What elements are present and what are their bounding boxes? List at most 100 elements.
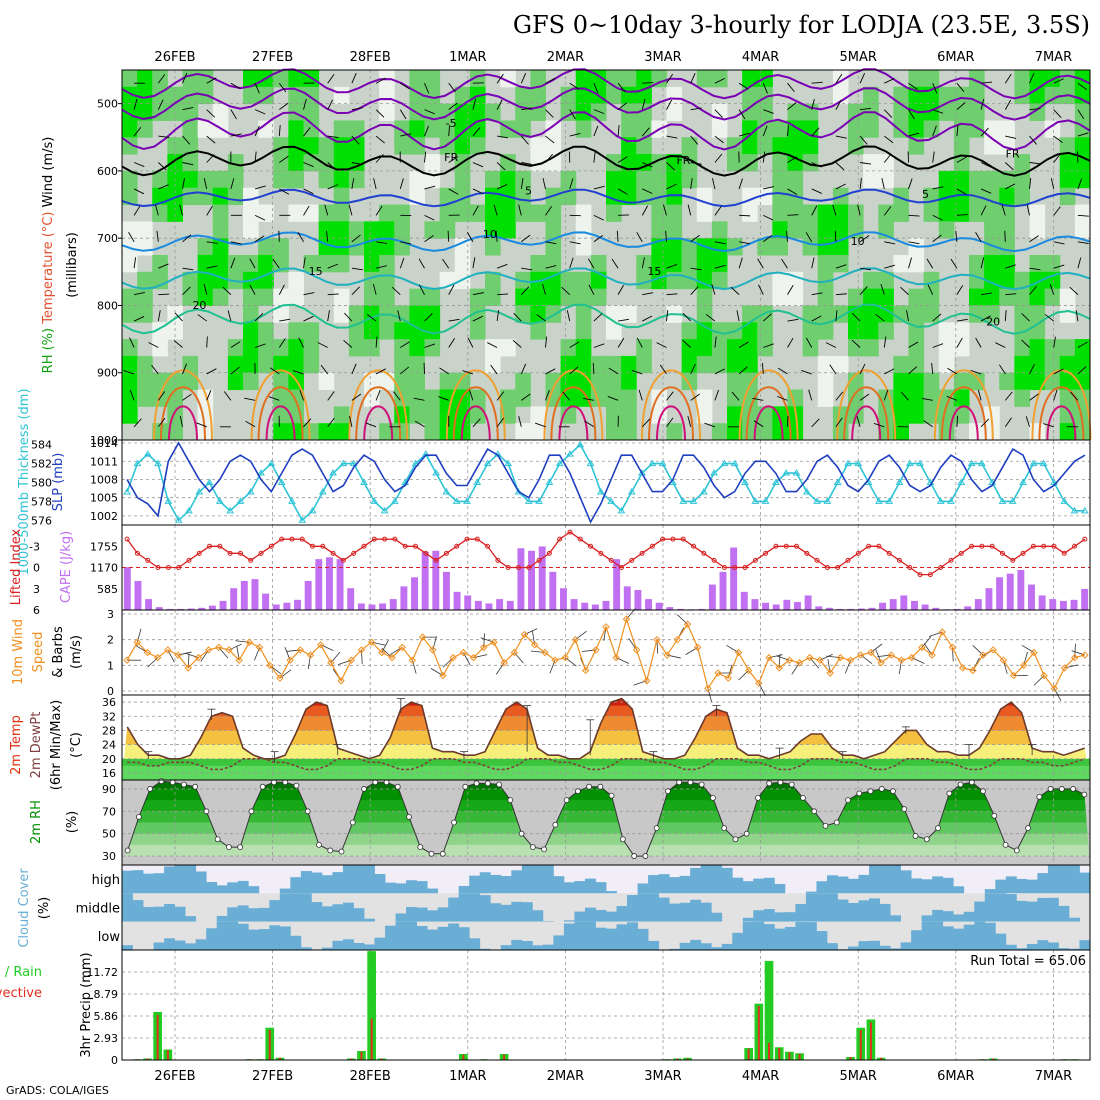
wind-barb (714, 368, 725, 375)
rh-cell (394, 221, 410, 239)
wind-barb (1077, 132, 1089, 137)
pressure-tick: 500 (97, 98, 118, 111)
wind-barb (182, 135, 191, 145)
li-marker (134, 550, 140, 556)
wind-speed-marker (755, 679, 763, 688)
cloud-bar (711, 912, 723, 922)
rh-marker (1081, 791, 1088, 798)
rh-cell (243, 187, 259, 206)
cloud-bar (416, 907, 428, 922)
li-marker (660, 536, 666, 542)
wind-barb (690, 363, 696, 375)
rh-cell (318, 221, 335, 239)
rh-cell (742, 120, 758, 138)
rh-cell (999, 271, 1015, 290)
wind-barb (900, 286, 909, 295)
rh-marker (721, 825, 728, 831)
cape-bar (538, 546, 546, 610)
precip-convective-bar (278, 1057, 281, 1060)
wind-barb (811, 162, 822, 168)
rh-cell (122, 406, 138, 424)
cape-bar (549, 571, 557, 610)
li-tick: -3 (29, 540, 40, 553)
precip-convective-bar (992, 1058, 995, 1060)
precip-convective-bar (156, 1014, 159, 1060)
wind-barb (829, 364, 837, 375)
rh-cell (424, 389, 441, 407)
wind-barb (787, 214, 799, 216)
rh-cell (424, 423, 441, 441)
cloud-bar (195, 871, 207, 894)
rh-cell (212, 204, 229, 222)
rh-cell (560, 406, 577, 424)
rh-cell (318, 204, 335, 222)
rh-cell (424, 339, 441, 357)
rh-cell (137, 271, 153, 290)
rh-cell (772, 204, 788, 222)
wind-barb (1075, 310, 1079, 322)
thickness-marker (689, 497, 698, 504)
rh-cell (394, 204, 410, 222)
cloud-bar (353, 942, 365, 950)
wind-barb (349, 415, 353, 427)
rh-cell (727, 372, 743, 391)
cloud-bar (1058, 865, 1070, 894)
thickness-marker (380, 506, 389, 514)
li-marker (917, 572, 923, 578)
rh-cell (288, 423, 304, 441)
cape-bar (613, 559, 621, 610)
wind-barb (687, 416, 692, 427)
cloud-bar (953, 928, 965, 950)
wind-barb (534, 422, 546, 428)
cape-bar (389, 599, 397, 610)
li-marker (1082, 536, 1088, 542)
rh-cell (454, 204, 471, 222)
wind-barb (860, 267, 872, 271)
thickness-ylabel-part: 1000-500mb Thickness (dm) (17, 388, 32, 575)
wind-speed-marker (836, 653, 845, 662)
thickness-marker (174, 516, 183, 523)
precip-convective-bar (503, 1054, 506, 1060)
rh-cell (469, 103, 486, 121)
wind-barb (496, 417, 505, 428)
precip-convective-bar (370, 1018, 373, 1060)
li-marker (155, 565, 161, 570)
cloud-layer-label-low: low (98, 930, 121, 945)
thickness-tick: 582 (31, 458, 52, 471)
wind-speed-marker (928, 651, 936, 659)
thickness-marker (349, 459, 358, 467)
wind-barb (641, 205, 649, 216)
upper-air-ylabel-part: Wind (m/s) (41, 137, 56, 208)
cloud-bar (921, 921, 933, 950)
rh-cell (424, 103, 441, 121)
wind-barb (956, 125, 959, 137)
rh-cell (1014, 288, 1030, 306)
wind-barb (133, 98, 138, 110)
li-marker (701, 550, 707, 556)
cloud-bar (321, 947, 333, 950)
cloud-bar (911, 930, 923, 950)
wind-barb (327, 73, 335, 84)
rh-marker (507, 797, 514, 804)
cloud-bar (153, 942, 165, 950)
rh-cell (878, 423, 894, 441)
rh-marker (833, 819, 840, 826)
thickness-marker (895, 478, 904, 485)
wind-barb (980, 205, 987, 216)
wind-barb (372, 283, 377, 295)
wind-barb (343, 340, 353, 348)
cape-bar (964, 606, 972, 610)
wind-barb (206, 109, 215, 118)
wind-barb (196, 422, 207, 428)
precip-tick: 8.79 (94, 988, 119, 1001)
wind-barb (182, 178, 185, 190)
wind-barb (587, 258, 595, 269)
warm-contour (753, 405, 784, 441)
cloud-bar (248, 886, 260, 894)
rh-cell (878, 170, 894, 189)
rh-cell (681, 137, 698, 155)
wind-barb (520, 135, 529, 145)
pressure-tick: 700 (97, 232, 118, 245)
wind-barb (254, 343, 266, 348)
